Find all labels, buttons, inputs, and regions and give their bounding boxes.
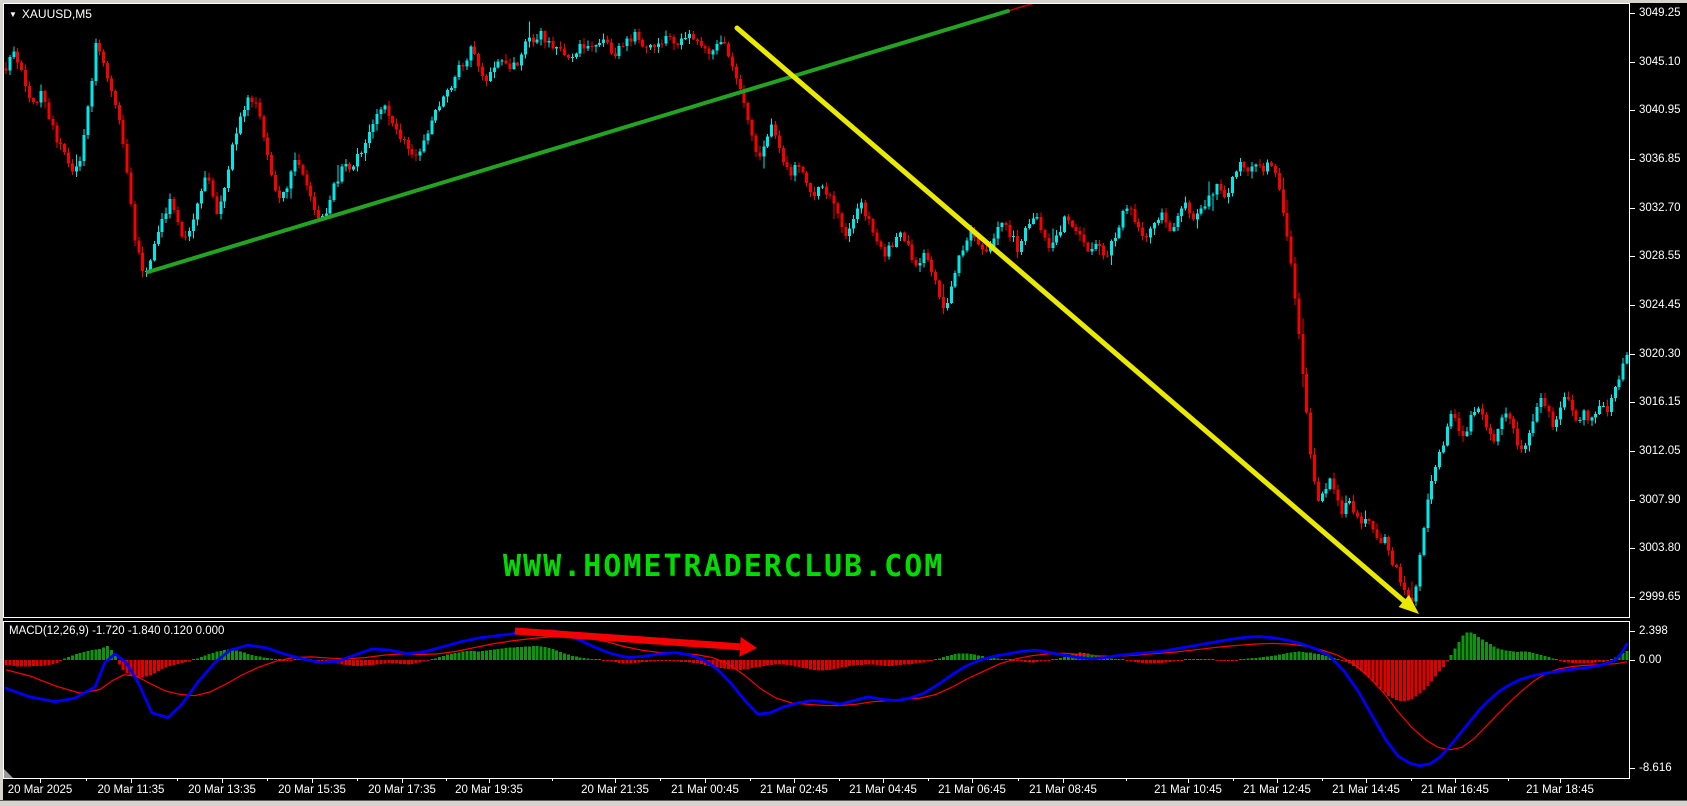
time-axis-label: 21 Mar 12:45 bbox=[1243, 784, 1311, 796]
price-axis-tick bbox=[1630, 13, 1635, 14]
price-axis-tick bbox=[1630, 548, 1635, 549]
macd-axis-tick bbox=[1630, 631, 1635, 632]
time-axis-tick bbox=[402, 779, 403, 783]
price-axis-tick bbox=[1630, 305, 1635, 306]
time-axis-label: 21 Mar 08:45 bbox=[1029, 784, 1097, 796]
price-axis-label: 3020.30 bbox=[1639, 348, 1681, 360]
time-axis-label: 20 Mar 13:35 bbox=[188, 784, 256, 796]
time-axis-label: 21 Mar 16:45 bbox=[1421, 784, 1489, 796]
macd-axis-tick bbox=[1630, 660, 1635, 661]
price-axis-label: 3040.95 bbox=[1639, 104, 1681, 116]
price-axis-tick bbox=[1630, 597, 1635, 598]
price-axis-tick bbox=[1630, 354, 1635, 355]
price-axis-label: 3045.10 bbox=[1639, 56, 1681, 68]
macd-axis-tick bbox=[1630, 768, 1635, 769]
time-axis-tick bbox=[40, 779, 41, 783]
subwindow-resize-grip[interactable] bbox=[4, 769, 13, 778]
time-axis-tick bbox=[489, 779, 490, 783]
macd-axis-label: 0.00 bbox=[1639, 654, 1662, 666]
macd-indicator-label: MACD(12,26,9) -1.720 -1.840 0.120 0.000 bbox=[9, 625, 225, 637]
price-axis-tick bbox=[1630, 402, 1635, 403]
time-axis-minor-tick bbox=[1322, 779, 1323, 781]
time-axis-minor-tick bbox=[177, 779, 178, 781]
price-axis-label: 3028.55 bbox=[1639, 250, 1681, 262]
symbol-dropdown-icon[interactable]: ▼ bbox=[9, 10, 17, 19]
window-chrome-top bbox=[0, 0, 1687, 3]
time-axis-minor-tick bbox=[750, 779, 751, 781]
time-axis-minor-tick bbox=[1018, 779, 1019, 781]
time-axis-label: 21 Mar 10:45 bbox=[1154, 784, 1222, 796]
price-axis-label: 3007.90 bbox=[1639, 494, 1681, 506]
time-axis-minor-tick bbox=[446, 779, 447, 781]
time-axis-label: 20 Mar 21:35 bbox=[581, 784, 649, 796]
macd-panel[interactable] bbox=[3, 621, 1630, 779]
time-axis-minor-tick bbox=[839, 779, 840, 781]
price-axis-label: 3036.85 bbox=[1639, 153, 1681, 165]
price-axis-tick bbox=[1630, 110, 1635, 111]
symbol-period-label: ▼ XAUUSD,M5 bbox=[9, 7, 92, 21]
macd-axis-label: -8.616 bbox=[1639, 762, 1672, 774]
time-axis-label: 21 Mar 06:45 bbox=[938, 784, 1006, 796]
time-axis-tick bbox=[1277, 779, 1278, 783]
time-axis-label: 21 Mar 02:45 bbox=[760, 784, 828, 796]
time-axis-tick bbox=[1560, 779, 1561, 783]
time-axis-minor-tick bbox=[1411, 779, 1412, 781]
price-axis-label: 3024.45 bbox=[1639, 299, 1681, 311]
main-chart-panel[interactable] bbox=[3, 3, 1630, 618]
time-axis-label: 21 Mar 04:45 bbox=[849, 784, 917, 796]
time-axis-tick bbox=[615, 779, 616, 783]
symbol-period-text: XAUUSD,M5 bbox=[21, 7, 92, 21]
time-axis-tick bbox=[131, 779, 132, 783]
window-chrome-bottom bbox=[0, 800, 1687, 806]
price-axis-label: 3016.15 bbox=[1639, 396, 1681, 408]
price-axis-label: 3049.25 bbox=[1639, 7, 1681, 19]
price-axis-tick bbox=[1630, 451, 1635, 452]
time-axis-tick bbox=[1063, 779, 1064, 783]
time-axis-minor-tick bbox=[357, 779, 358, 781]
price-axis-label: 3032.70 bbox=[1639, 202, 1681, 214]
price-axis-tick bbox=[1630, 159, 1635, 160]
time-axis-tick bbox=[972, 779, 973, 783]
time-axis-label: 20 Mar 11:35 bbox=[97, 784, 165, 796]
time-axis-minor-tick bbox=[1508, 779, 1509, 781]
time-axis-tick bbox=[222, 779, 223, 783]
time-axis-label: 20 Mar 17:35 bbox=[368, 784, 436, 796]
watermark-text: WWW.HOMETRADERCLUB.COM bbox=[503, 549, 945, 584]
time-axis-tick bbox=[883, 779, 884, 783]
time-axis-label: 20 Mar 15:35 bbox=[278, 784, 346, 796]
time-axis-tick bbox=[312, 779, 313, 783]
price-axis-tick bbox=[1630, 62, 1635, 63]
price-axis-tick bbox=[1630, 500, 1635, 501]
time-axis-tick bbox=[794, 779, 795, 783]
price-axis-label: 3003.80 bbox=[1639, 542, 1681, 554]
time-axis-tick bbox=[1188, 779, 1189, 783]
time-axis-tick bbox=[705, 779, 706, 783]
time-axis-minor-tick bbox=[1233, 779, 1234, 781]
price-axis-tick bbox=[1630, 256, 1635, 257]
time-axis-label: 21 Mar 14:45 bbox=[1332, 784, 1400, 796]
time-axis-minor-tick bbox=[1126, 779, 1127, 781]
time-axis-minor-tick bbox=[86, 779, 87, 781]
time-axis-tick bbox=[1366, 779, 1367, 783]
price-axis-label: 3012.05 bbox=[1639, 445, 1681, 457]
time-axis-label: 21 Mar 18:45 bbox=[1526, 784, 1594, 796]
price-axis-label: 2999.65 bbox=[1639, 591, 1681, 603]
time-axis-label: 20 Mar 2025 bbox=[7, 784, 73, 796]
time-axis-label: 20 Mar 19:35 bbox=[455, 784, 523, 796]
time-axis-tick bbox=[1455, 779, 1456, 783]
time-axis-label: 21 Mar 00:45 bbox=[671, 784, 739, 796]
time-axis-minor-tick bbox=[552, 779, 553, 781]
macd-axis-label: 2.398 bbox=[1639, 625, 1668, 637]
time-axis-minor-tick bbox=[267, 779, 268, 781]
time-axis-minor-tick bbox=[660, 779, 661, 781]
price-axis-tick bbox=[1630, 208, 1635, 209]
time-axis-minor-tick bbox=[928, 779, 929, 781]
window-chrome-left bbox=[0, 0, 3, 806]
